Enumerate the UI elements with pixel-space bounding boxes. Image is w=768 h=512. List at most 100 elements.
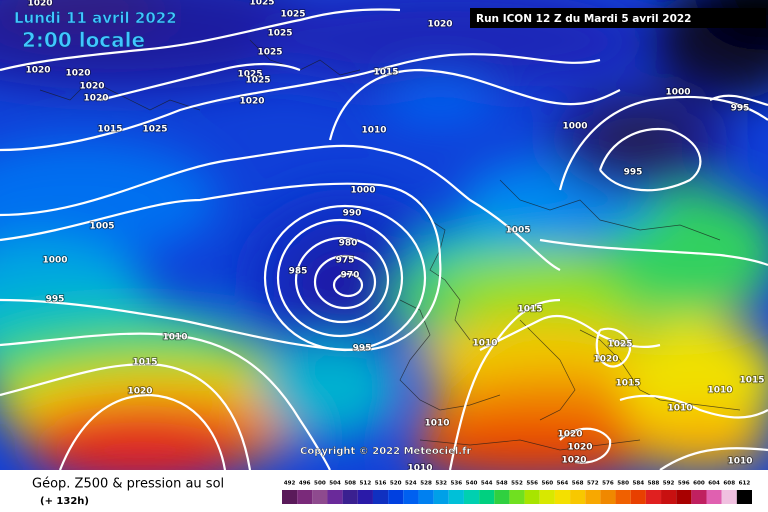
colorbar-label: 496 [299, 481, 311, 487]
isobar-label: 995 [731, 104, 750, 114]
isobar-label: 990 [343, 209, 362, 219]
colorbar-swatch [721, 490, 737, 504]
colorbar-label: 508 [344, 481, 356, 487]
isobar-label: 1010 [667, 404, 692, 414]
isobar-label: 1010 [424, 419, 449, 429]
isobar-label: 980 [339, 239, 358, 249]
colorbar-swatch [327, 490, 343, 504]
isobar-label: 1020 [127, 387, 152, 397]
colorbar-label: 608 [723, 481, 735, 487]
colorbar-label: 564 [557, 481, 569, 487]
colorbar-swatch [706, 490, 722, 504]
isobars [0, 8, 768, 470]
colorbar-label: 504 [329, 481, 341, 487]
isobar-label: 1005 [89, 222, 114, 232]
colorbar-swatch [494, 490, 510, 504]
copyright: Copyright © 2022 Meteociel.fr [300, 446, 471, 457]
isobar-label: 1015 [517, 305, 542, 315]
colorbar-label: 584 [632, 481, 644, 487]
colorbar-label: 516 [375, 481, 387, 487]
colorbar-swatch [403, 490, 419, 504]
isobar-labels: 1020 1025 1025 1020 1025 1025 1020 1020 1020 1020… [25, 0, 766, 474]
isobar-label: 985 [289, 267, 308, 277]
colorbar-swatch [691, 490, 707, 504]
isobar-label: 1025 [267, 29, 292, 39]
colorbar-swatch [433, 490, 449, 504]
isobar-label: 995 [46, 295, 65, 305]
colorbar-swatch [630, 490, 646, 504]
colorbar-swatch [645, 490, 662, 504]
isobar-label: 1020 [427, 20, 452, 30]
colorbar-label: 548 [496, 481, 508, 487]
isobar-label: 1000 [350, 186, 375, 196]
colorbar-label: 512 [360, 481, 372, 487]
colorbar-swatch [448, 490, 464, 504]
colorbar-label: 588 [648, 481, 660, 487]
colorbar-swatch [736, 490, 752, 504]
isobar-label: 995 [624, 168, 643, 178]
isobar-label: 1020 [25, 66, 50, 76]
colorbar-label: 556 [526, 481, 538, 487]
isobar-label: 1025 [607, 340, 632, 350]
colorbar-label: 568 [572, 481, 584, 487]
isobar-label: 1020 [65, 69, 90, 79]
colorbar-label: 612 [739, 481, 751, 487]
isobar-label: 1020 [561, 456, 586, 466]
isobar-label: 1015 [97, 125, 122, 135]
isobar-label: 970 [341, 271, 360, 281]
colorbar-label: 524 [405, 481, 417, 487]
colorbar-label: 532 [435, 481, 447, 487]
colorbar-swatch [357, 490, 373, 504]
isobar-label: 1020 [239, 97, 264, 107]
isobar-label: 1020 [83, 94, 108, 104]
colorbar-label: 600 [693, 481, 705, 487]
colorbar-swatch [418, 490, 434, 504]
footer-title: Géop. Z500 & pression au sol [32, 477, 224, 492]
colorbar-label: 528 [420, 481, 432, 487]
isobar-label: 975 [336, 256, 355, 266]
colorbar-swatch [585, 490, 601, 504]
colorbar-swatch [570, 490, 586, 504]
colorbar-swatch [509, 490, 525, 504]
colorbar: 492 496 500 504 508 512 516 520 524 528 532 536 540 5… [282, 481, 752, 504]
isobar-label: 1010 [162, 333, 187, 343]
colorbar-label: 492 [284, 481, 296, 487]
colorbar-label: 500 [314, 481, 326, 487]
run-box [470, 8, 766, 28]
isobar-label: 1010 [727, 457, 752, 467]
colorbar-swatch [342, 490, 358, 504]
colorbar-swatch [388, 490, 404, 504]
isobar-label: 1025 [245, 76, 270, 86]
colorbar-label: 560 [541, 481, 553, 487]
isobar-label: 1025 [249, 0, 274, 8]
forecast-date: Lundi 11 avril 2022 [14, 9, 177, 27]
isobar-label: 1015 [373, 68, 398, 78]
colorbar-label: 540 [466, 481, 478, 487]
isobar-label: 1010 [472, 339, 497, 349]
isobar-label: 1015 [615, 379, 640, 389]
isobar-label: 1015 [739, 376, 764, 386]
footer-lead: (+ 132h) [40, 496, 89, 507]
isobar-label: 995 [353, 344, 372, 354]
isobar-label: 1000 [42, 256, 67, 266]
isobar-label: 1010 [707, 386, 732, 396]
colorbar-swatch [539, 490, 555, 504]
isobar-label: 1000 [562, 122, 587, 132]
forecast-time: 2:00 locale [22, 28, 145, 52]
colorbar-label: 596 [678, 481, 690, 487]
isobar-label: 1020 [79, 82, 104, 92]
colorbar-swatch [676, 490, 692, 504]
isobar-label: 1025 [280, 10, 305, 20]
colorbar-swatch [297, 490, 313, 504]
colorbar-swatch [463, 490, 480, 504]
colorbar-label: 592 [663, 481, 675, 487]
isobar-label: 1015 [132, 358, 157, 368]
isobar-label: 1025 [257, 48, 282, 58]
colorbar-label: 520 [390, 481, 402, 487]
colorbar-label: 580 [617, 481, 629, 487]
colorbar-swatch [524, 490, 540, 504]
isobar-label: 1010 [407, 464, 432, 474]
colorbar-label: 552 [511, 481, 523, 487]
isobar-label: 1000 [665, 88, 690, 98]
isobar-label: 1010 [361, 126, 386, 136]
